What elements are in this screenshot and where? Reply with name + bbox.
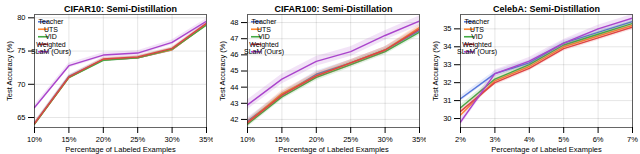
- svg-text:Weighted: Weighted: [462, 40, 492, 48]
- svg-text:70: 70: [17, 80, 25, 89]
- svg-text:10%: 10%: [27, 135, 42, 144]
- svg-text:25%: 25%: [343, 135, 358, 144]
- svg-text:43: 43: [230, 99, 238, 108]
- svg-text:20%: 20%: [309, 135, 324, 144]
- svg-text:Weighted: Weighted: [249, 40, 279, 48]
- svg-text:VID: VID: [258, 33, 270, 40]
- svg-text:44: 44: [230, 83, 238, 92]
- svg-text:45: 45: [230, 66, 238, 75]
- svg-text:30%: 30%: [378, 135, 393, 144]
- svg-text:UTS: UTS: [44, 25, 58, 32]
- svg-text:80: 80: [17, 13, 25, 22]
- svg-text:UTS: UTS: [470, 25, 484, 32]
- svg-text:33: 33: [443, 60, 451, 69]
- svg-text:10%: 10%: [240, 135, 255, 144]
- svg-text:CelebA: Semi-Distillation: CelebA: Semi-Distillation: [493, 4, 600, 14]
- svg-text:Teacher: Teacher: [465, 18, 491, 25]
- svg-text:48: 48: [230, 18, 238, 27]
- svg-text:Teacher: Teacher: [39, 18, 65, 25]
- svg-text:25%: 25%: [130, 135, 145, 144]
- svg-text:SLaM (Ours): SLaM (Ours): [31, 48, 71, 56]
- svg-text:20%: 20%: [96, 135, 111, 144]
- svg-text:SLaM (Ours): SLaM (Ours): [244, 48, 284, 56]
- svg-text:SLaM (Ours): SLaM (Ours): [457, 48, 497, 56]
- svg-text:3%: 3%: [489, 135, 500, 144]
- svg-text:UTS: UTS: [257, 25, 271, 32]
- svg-text:75: 75: [17, 46, 25, 55]
- svg-text:47: 47: [230, 34, 238, 43]
- svg-text:6%: 6%: [593, 135, 604, 144]
- svg-text:32: 32: [443, 78, 451, 87]
- svg-text:CIFAR10: Semi-Distillation: CIFAR10: Semi-Distillation: [64, 4, 177, 14]
- svg-text:34: 34: [443, 42, 451, 51]
- svg-text:65: 65: [17, 113, 25, 122]
- svg-text:VID: VID: [45, 33, 57, 40]
- svg-text:46: 46: [230, 50, 238, 59]
- svg-text:4%: 4%: [524, 135, 535, 144]
- svg-text:30: 30: [443, 114, 451, 123]
- svg-text:Teacher: Teacher: [252, 18, 278, 25]
- svg-text:30%: 30%: [165, 135, 180, 144]
- svg-text:Test Accuracy (%): Test Accuracy (%): [431, 40, 440, 101]
- svg-text:15%: 15%: [274, 135, 289, 144]
- svg-text:CIFAR100: Semi-Distillation: CIFAR100: Semi-Distillation: [274, 4, 392, 14]
- svg-text:Percentage of Labeled Examples: Percentage of Labeled Examples: [278, 145, 389, 154]
- svg-text:35%: 35%: [199, 135, 213, 144]
- svg-text:35%: 35%: [412, 135, 426, 144]
- svg-text:VID: VID: [471, 33, 483, 40]
- svg-text:15%: 15%: [61, 135, 76, 144]
- svg-text:Weighted: Weighted: [36, 40, 66, 48]
- svg-text:7%: 7%: [627, 135, 638, 144]
- svg-text:42: 42: [230, 115, 238, 124]
- svg-text:Percentage of Labeled Examples: Percentage of Labeled Examples: [491, 145, 602, 154]
- svg-text:35: 35: [443, 24, 451, 33]
- svg-text:Percentage of Labeled Examples: Percentage of Labeled Examples: [65, 145, 176, 154]
- svg-text:2%: 2%: [455, 135, 466, 144]
- svg-text:31: 31: [443, 96, 451, 105]
- svg-text:5%: 5%: [558, 135, 569, 144]
- svg-text:Test Accuracy (%): Test Accuracy (%): [5, 40, 14, 101]
- svg-text:Test Accuracy (%): Test Accuracy (%): [218, 40, 227, 101]
